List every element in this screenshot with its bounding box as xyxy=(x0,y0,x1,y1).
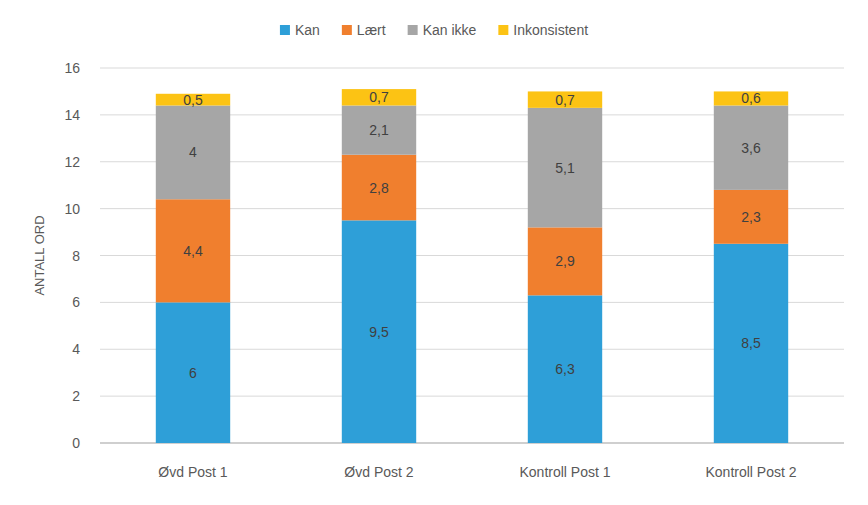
bars xyxy=(156,89,788,443)
data-label: 9,5 xyxy=(369,324,389,340)
bar-segment xyxy=(342,89,416,105)
chart-svg: 0246810121416ANTALL ORDØvd Post 1Øvd Pos… xyxy=(0,0,868,505)
data-label: 2,1 xyxy=(369,122,389,138)
y-tick-label: 12 xyxy=(64,154,80,170)
legend-label: Kan xyxy=(295,22,320,38)
bar-segment xyxy=(156,302,230,443)
x-tick-label: Kontroll Post 2 xyxy=(705,464,796,480)
data-label: 6 xyxy=(189,365,197,381)
y-tick-label: 2 xyxy=(72,388,80,404)
data-labels: 6 9,5 6,3 8,5 4,4 2,8 2,9 2,3 4 2,1 5,1 3,6 0,5 0,7 0,… xyxy=(183,89,761,380)
bar-segment xyxy=(714,91,788,105)
data-label: 8,5 xyxy=(741,335,761,351)
y-tick-label: 4 xyxy=(72,341,80,357)
legend-swatch xyxy=(498,25,508,35)
bar-segment xyxy=(342,106,416,155)
legend-swatch xyxy=(280,25,290,35)
data-label: 2,8 xyxy=(369,180,389,196)
bar-segment xyxy=(714,190,788,244)
bar-segment xyxy=(528,227,602,295)
y-axis-label: ANTALL ORD xyxy=(32,215,47,295)
y-tick-label: 8 xyxy=(72,248,80,264)
chart-container: 0246810121416ANTALL ORDØvd Post 1Øvd Pos… xyxy=(0,0,868,505)
legend-label: Inkonsistent xyxy=(513,22,588,38)
y-axis: 0 2 4 6 8 10 12 14 16 xyxy=(64,60,80,451)
x-tick-label: Kontroll Post 1 xyxy=(519,464,610,480)
y-tick-label: 16 xyxy=(64,60,80,76)
bar-segment xyxy=(528,295,602,443)
data-label: 5,1 xyxy=(555,160,575,176)
y-tick-label: 6 xyxy=(72,294,80,310)
x-axis: Øvd Post 1 Øvd Post 2 Kontroll Post 1 Kontr… xyxy=(158,464,796,480)
y-tick-label: 0 xyxy=(72,435,80,451)
x-tick-label: Øvd Post 2 xyxy=(344,464,413,480)
data-label: 0,7 xyxy=(555,92,575,108)
data-label: 4,4 xyxy=(183,243,203,259)
bar-segment xyxy=(714,106,788,190)
bar-segment xyxy=(528,108,602,228)
bar-segment xyxy=(342,155,416,221)
data-label: 6,3 xyxy=(555,361,575,377)
y-tick-label: 10 xyxy=(64,201,80,217)
legend: Kan Lært Kan ikke Inkonsistent xyxy=(280,22,588,38)
bar-segment xyxy=(156,106,230,200)
data-label: 3,6 xyxy=(741,140,761,156)
data-label: 0,7 xyxy=(369,89,389,105)
legend-label: Lært xyxy=(357,22,386,38)
data-label: 4 xyxy=(189,144,197,160)
y-tick-label: 14 xyxy=(64,107,80,123)
bar-segment xyxy=(156,199,230,302)
grid-line xyxy=(100,68,844,69)
data-label: 2,3 xyxy=(741,209,761,225)
bar-segment xyxy=(714,244,788,443)
legend-label: Kan ikke xyxy=(423,22,477,38)
data-label: 0,6 xyxy=(741,90,761,106)
legend-swatch xyxy=(342,25,352,35)
x-tick-label: Øvd Post 1 xyxy=(158,464,227,480)
data-label: 2,9 xyxy=(555,253,575,269)
grid xyxy=(100,68,844,443)
data-label: 0,5 xyxy=(183,92,203,108)
legend-swatch xyxy=(408,25,418,35)
bar-segment xyxy=(342,220,416,443)
bar-segment xyxy=(528,91,602,107)
